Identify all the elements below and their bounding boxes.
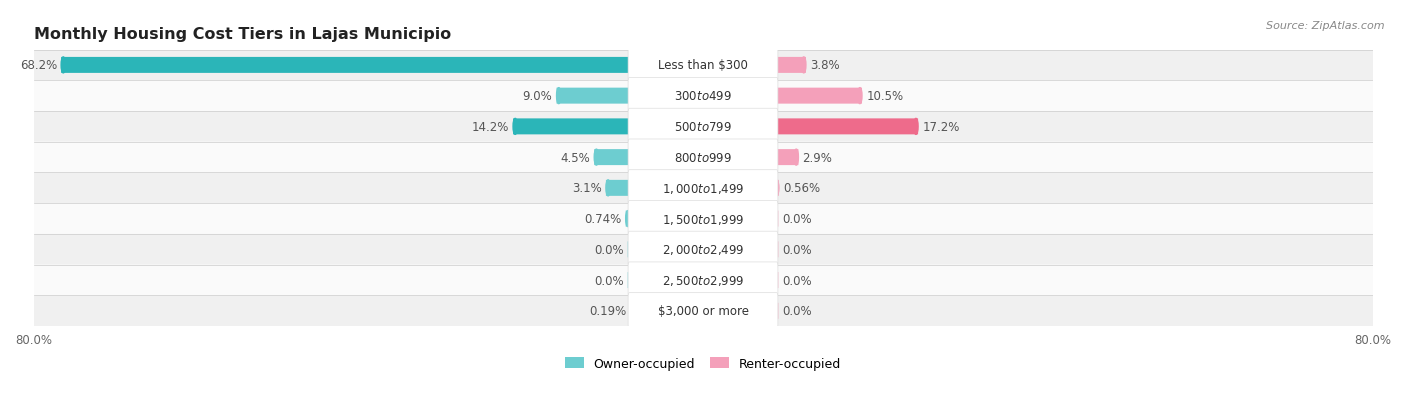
FancyBboxPatch shape [25,265,1381,296]
Circle shape [794,150,799,166]
Text: 17.2%: 17.2% [922,121,960,133]
FancyBboxPatch shape [775,150,799,166]
FancyBboxPatch shape [775,211,779,227]
Text: 3.8%: 3.8% [810,59,839,72]
Text: 10.5%: 10.5% [866,90,903,103]
Circle shape [557,88,561,104]
Circle shape [627,211,631,227]
Circle shape [627,180,631,196]
Text: Source: ZipAtlas.com: Source: ZipAtlas.com [1267,21,1385,31]
FancyBboxPatch shape [626,211,631,227]
FancyBboxPatch shape [25,50,1381,81]
Text: 0.0%: 0.0% [783,274,813,287]
Circle shape [627,88,631,104]
Circle shape [60,58,66,74]
FancyBboxPatch shape [628,232,778,268]
FancyBboxPatch shape [25,296,1381,326]
Text: 14.2%: 14.2% [471,121,509,133]
FancyBboxPatch shape [628,170,778,206]
FancyBboxPatch shape [557,88,631,104]
FancyBboxPatch shape [630,303,631,319]
FancyBboxPatch shape [628,293,778,329]
Circle shape [630,308,631,314]
Text: 0.56%: 0.56% [783,182,820,195]
Text: 0.0%: 0.0% [593,274,623,287]
Text: 0.19%: 0.19% [589,304,626,318]
Circle shape [775,119,779,135]
Text: 0.0%: 0.0% [783,304,813,318]
Circle shape [606,180,610,196]
FancyBboxPatch shape [628,262,778,299]
FancyBboxPatch shape [25,142,1381,173]
Text: 3.1%: 3.1% [572,182,602,195]
Circle shape [513,119,517,135]
Circle shape [627,119,631,135]
Circle shape [775,180,779,196]
Text: $300 to $499: $300 to $499 [673,90,733,103]
Text: 0.0%: 0.0% [783,243,813,256]
FancyBboxPatch shape [775,58,806,74]
FancyBboxPatch shape [595,150,631,166]
FancyBboxPatch shape [775,180,779,196]
FancyBboxPatch shape [775,242,779,258]
FancyBboxPatch shape [25,173,1381,204]
FancyBboxPatch shape [627,273,631,288]
FancyBboxPatch shape [628,47,778,84]
Text: 0.74%: 0.74% [585,213,621,225]
FancyBboxPatch shape [60,58,631,74]
Circle shape [775,150,779,166]
Text: $2,500 to $2,999: $2,500 to $2,999 [662,273,744,287]
Circle shape [627,58,631,74]
Circle shape [630,308,631,314]
FancyBboxPatch shape [25,204,1381,235]
Text: 4.5%: 4.5% [560,151,591,164]
Text: $2,000 to $2,499: $2,000 to $2,499 [662,243,744,257]
Text: 0.0%: 0.0% [593,243,623,256]
FancyBboxPatch shape [775,88,862,104]
FancyBboxPatch shape [628,201,778,237]
FancyBboxPatch shape [628,140,778,176]
FancyBboxPatch shape [628,109,778,145]
Circle shape [775,180,779,196]
FancyBboxPatch shape [775,303,779,319]
Circle shape [627,150,631,166]
Text: $1,500 to $1,999: $1,500 to $1,999 [662,212,744,226]
Circle shape [775,88,779,104]
Circle shape [775,58,779,74]
Text: $800 to $999: $800 to $999 [673,151,733,164]
FancyBboxPatch shape [513,119,631,135]
Text: $1,000 to $1,499: $1,000 to $1,499 [662,181,744,195]
Text: 0.0%: 0.0% [783,213,813,225]
FancyBboxPatch shape [628,78,778,114]
Circle shape [914,119,918,135]
FancyBboxPatch shape [775,119,918,135]
FancyBboxPatch shape [25,112,1381,142]
Text: $3,000 or more: $3,000 or more [658,304,748,318]
Text: Less than $300: Less than $300 [658,59,748,72]
Circle shape [801,58,806,74]
Text: 2.9%: 2.9% [803,151,832,164]
FancyBboxPatch shape [25,81,1381,112]
Text: 9.0%: 9.0% [523,90,553,103]
Circle shape [858,88,862,104]
Circle shape [595,150,599,166]
FancyBboxPatch shape [627,242,631,258]
FancyBboxPatch shape [25,235,1381,265]
FancyBboxPatch shape [606,180,631,196]
Legend: Owner-occupied, Renter-occupied: Owner-occupied, Renter-occupied [565,357,841,370]
FancyBboxPatch shape [775,273,779,288]
Text: 68.2%: 68.2% [20,59,56,72]
Circle shape [626,211,630,227]
Text: $500 to $799: $500 to $799 [673,121,733,133]
Text: Monthly Housing Cost Tiers in Lajas Municipio: Monthly Housing Cost Tiers in Lajas Muni… [34,27,451,42]
